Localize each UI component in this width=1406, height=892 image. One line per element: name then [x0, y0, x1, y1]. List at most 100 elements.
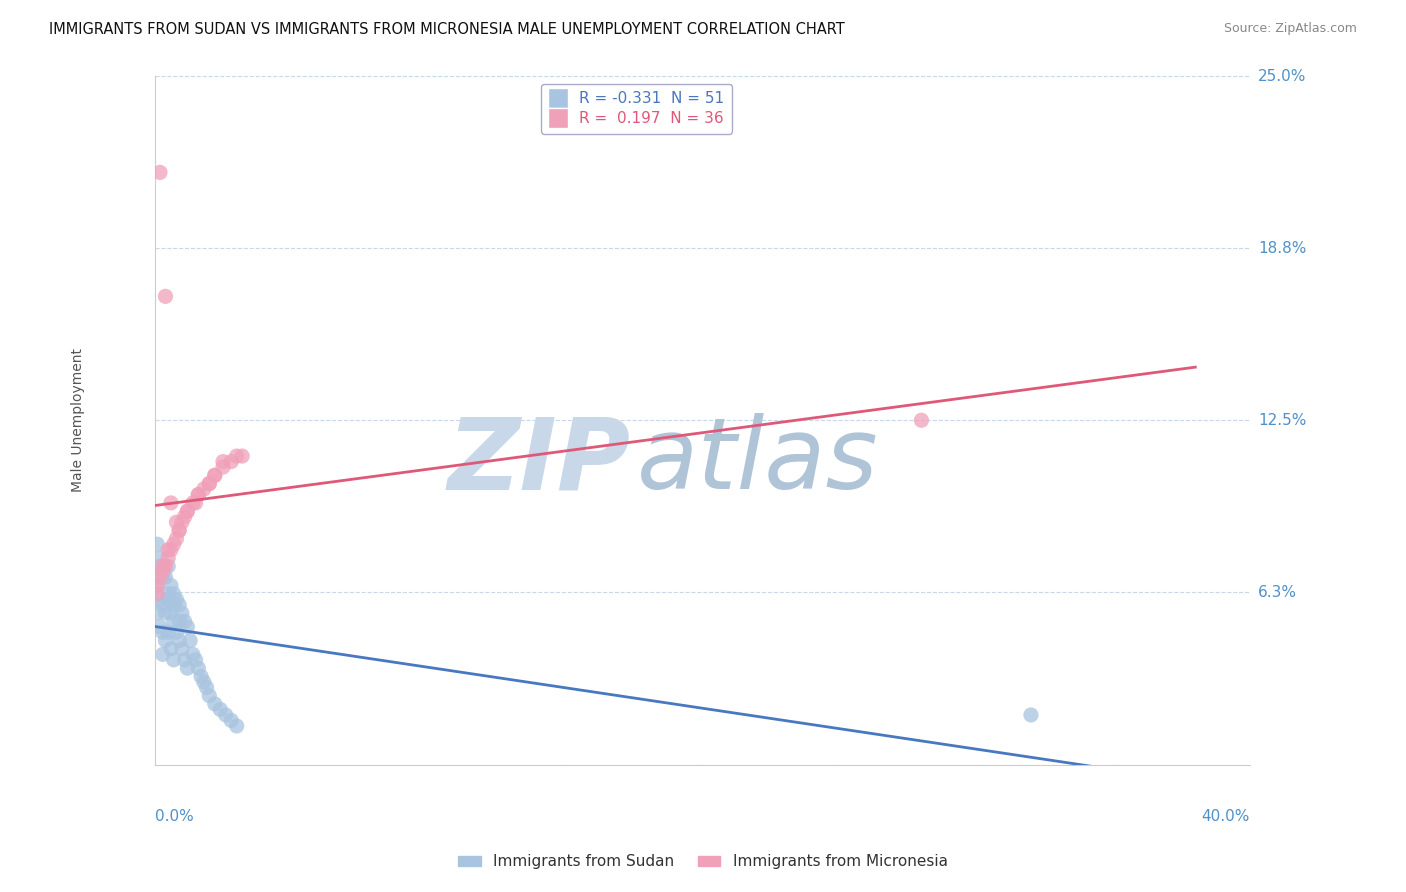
Point: [198, 689, 221, 703]
Point: [170, 641, 193, 656]
Point: [146, 587, 169, 601]
Point: [149, 592, 172, 607]
Point: [155, 633, 177, 648]
Point: [160, 578, 183, 592]
Point: [209, 702, 232, 716]
Point: [170, 515, 193, 529]
Point: [163, 587, 186, 601]
Point: [149, 620, 172, 634]
Point: [204, 468, 226, 483]
Point: [195, 681, 218, 695]
Point: [225, 449, 247, 463]
Point: [176, 620, 198, 634]
Text: Source: ZipAtlas.com: Source: ZipAtlas.com: [1223, 22, 1357, 36]
Point: [187, 488, 209, 502]
Point: [149, 165, 172, 179]
Point: [181, 496, 204, 510]
Point: [165, 625, 187, 640]
Point: [215, 708, 238, 723]
Point: [152, 559, 174, 574]
Point: [160, 641, 183, 656]
Point: [167, 524, 190, 538]
Point: [167, 598, 190, 612]
Point: [160, 606, 183, 620]
Point: [219, 454, 242, 468]
Point: [167, 524, 190, 538]
Point: [163, 537, 186, 551]
Point: [204, 468, 226, 483]
Point: [146, 578, 169, 592]
Point: [155, 559, 177, 574]
Point: [198, 476, 221, 491]
Point: [193, 482, 215, 496]
Text: 0.0%: 0.0%: [155, 808, 193, 823]
Point: [146, 578, 169, 592]
Text: atlas: atlas: [637, 413, 879, 510]
Point: [910, 413, 932, 427]
Point: [167, 615, 190, 629]
Point: [173, 509, 195, 524]
Point: [165, 532, 187, 546]
Point: [173, 615, 195, 629]
Point: [198, 476, 221, 491]
Point: [184, 496, 207, 510]
Point: [187, 661, 209, 675]
Point: [157, 592, 180, 607]
Point: [157, 625, 180, 640]
Text: 6.3%: 6.3%: [1258, 585, 1298, 600]
Point: [212, 454, 235, 468]
Point: [165, 592, 187, 607]
Text: 40.0%: 40.0%: [1202, 808, 1250, 823]
Point: [160, 542, 183, 557]
Point: [155, 570, 177, 584]
Point: [184, 653, 207, 667]
Legend: R = -0.331  N = 51, R =  0.197  N = 36: R = -0.331 N = 51, R = 0.197 N = 36: [541, 84, 733, 134]
Text: IMMIGRANTS FROM SUDAN VS IMMIGRANTS FROM MICRONESIA MALE UNEMPLOYMENT CORRELATIO: IMMIGRANTS FROM SUDAN VS IMMIGRANTS FROM…: [49, 22, 845, 37]
Point: [231, 449, 253, 463]
Text: ZIP: ZIP: [449, 413, 631, 510]
Point: [225, 719, 247, 733]
Text: Male Unemployment: Male Unemployment: [70, 348, 84, 492]
Point: [219, 714, 242, 728]
Point: [170, 606, 193, 620]
Point: [149, 551, 172, 566]
Point: [163, 598, 186, 612]
Point: [176, 661, 198, 675]
Point: [176, 504, 198, 518]
Point: [163, 653, 186, 667]
Point: [149, 570, 172, 584]
Point: [163, 615, 186, 629]
Text: 25.0%: 25.0%: [1258, 69, 1306, 84]
Point: [152, 565, 174, 579]
Point: [146, 606, 169, 620]
Point: [193, 674, 215, 689]
Point: [155, 289, 177, 303]
Text: 18.8%: 18.8%: [1258, 241, 1306, 256]
Point: [155, 606, 177, 620]
Point: [167, 633, 190, 648]
Point: [1019, 708, 1042, 723]
Point: [146, 537, 169, 551]
Point: [173, 653, 195, 667]
Point: [190, 669, 212, 683]
Point: [152, 598, 174, 612]
Point: [157, 587, 180, 601]
Point: [187, 488, 209, 502]
Point: [152, 648, 174, 662]
Point: [157, 542, 180, 557]
Point: [212, 460, 235, 475]
Point: [157, 551, 180, 566]
Point: [165, 515, 187, 529]
Point: [152, 625, 174, 640]
Legend: Immigrants from Sudan, Immigrants from Micronesia: Immigrants from Sudan, Immigrants from M…: [453, 848, 953, 875]
Point: [181, 648, 204, 662]
Point: [160, 496, 183, 510]
Point: [149, 559, 172, 574]
Point: [204, 697, 226, 711]
Text: 12.5%: 12.5%: [1258, 413, 1306, 428]
Point: [152, 570, 174, 584]
Point: [152, 565, 174, 579]
Point: [157, 559, 180, 574]
Point: [179, 633, 201, 648]
Point: [176, 504, 198, 518]
